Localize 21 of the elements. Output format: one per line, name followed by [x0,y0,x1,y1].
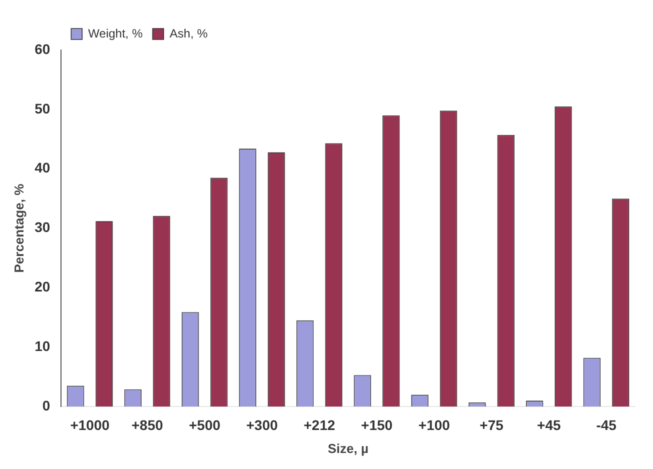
x-tick-label: +850 [131,416,164,433]
y-axis-title: Percentage, % [11,183,26,273]
y-tick-label: 30 [34,219,50,236]
legend-label: Weight, % [88,26,143,40]
y-tick-label: 50 [34,100,50,116]
y-tick-label: 40 [34,160,50,176]
y-tick-label: 10 [34,338,50,354]
legend-label: Ash, % [170,26,208,40]
x-tick-label: +1000 [70,416,110,433]
y-tick-label: 20 [34,278,50,295]
x-tick-label: +212 [304,416,336,433]
x-tick-label: +45 [537,416,562,433]
x-tick-label: +150 [361,416,393,433]
x-tick-label: +100 [418,416,450,433]
x-tick-label: +500 [188,416,221,433]
x-tick-label: +75 [480,416,504,433]
y-tick-label: 0 [42,397,50,414]
x-tick-label: +300 [246,416,278,433]
x-tick-label: -45 [596,416,617,433]
y-tick-label: 60 [34,40,50,57]
x-axis-title: Size, µ [328,440,368,456]
